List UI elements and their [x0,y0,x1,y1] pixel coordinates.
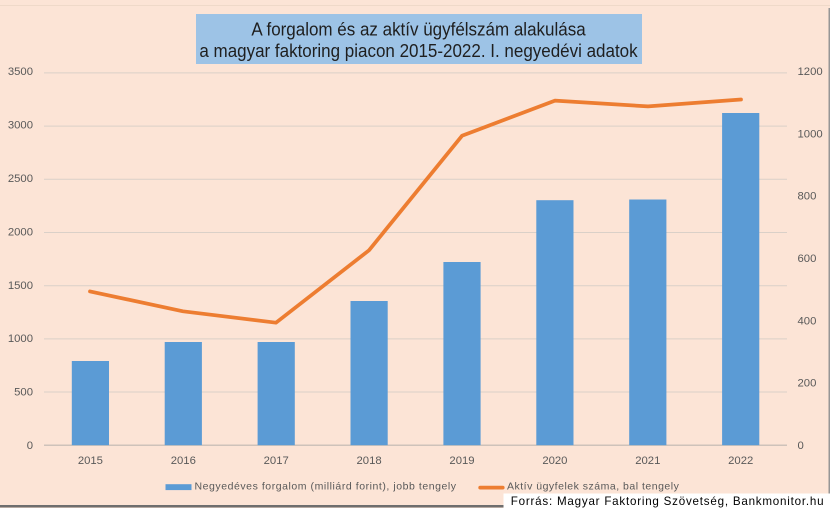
svg-text:Forrás: Magyar Faktoring Szöve: Forrás: Magyar Faktoring Szövetség, Bank… [511,495,825,508]
svg-text:0: 0 [798,440,804,452]
svg-text:2021: 2021 [635,455,660,467]
svg-text:500: 500 [14,387,33,399]
svg-text:1200: 1200 [798,66,823,78]
svg-text:3000: 3000 [8,119,33,131]
svg-text:2018: 2018 [357,455,382,467]
svg-text:1500: 1500 [8,280,33,292]
svg-text:2016: 2016 [171,455,196,467]
svg-text:2015: 2015 [78,455,103,467]
svg-text:2017: 2017 [264,455,289,467]
svg-text:600: 600 [798,253,817,265]
svg-text:2020: 2020 [542,455,567,467]
svg-text:2500: 2500 [8,173,33,185]
svg-text:2000: 2000 [8,226,33,238]
svg-text:2019: 2019 [449,455,474,467]
svg-text:1000: 1000 [798,128,823,140]
svg-text:3500: 3500 [8,66,33,78]
svg-text:a magyar faktoring piacon 2015: a magyar faktoring piacon 2015-2022. I. … [199,40,637,61]
svg-text:1000: 1000 [8,333,33,345]
svg-text:A forgalom és az aktív ügyféls: A forgalom és az aktív ügyfélszám alakul… [251,19,585,40]
svg-text:200: 200 [798,378,817,390]
svg-text:Negyedéves forgalom (milliárd: Negyedéves forgalom (milliárd forint), j… [195,481,457,493]
svg-text:0: 0 [27,440,33,452]
svg-text:800: 800 [798,191,817,203]
svg-text:Aktív ügyfelek száma, bal teng: Aktív ügyfelek száma, bal tengely [507,481,680,493]
svg-text:400: 400 [798,315,817,327]
svg-text:2022: 2022 [728,455,753,467]
